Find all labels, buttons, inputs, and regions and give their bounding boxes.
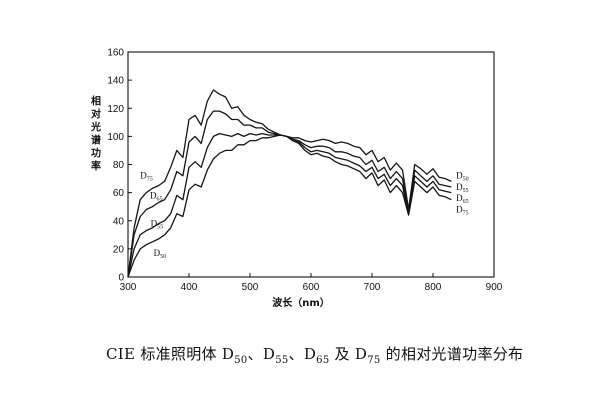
series-label-d55-left: D55 (151, 218, 164, 230)
caption-sub-75: 75 (367, 355, 381, 366)
y-tick-label: 40 (113, 216, 125, 227)
caption-sep-1: 、D (247, 345, 276, 363)
x-tick-label: 600 (303, 282, 320, 293)
y-tick-label: 20 (113, 244, 125, 255)
caption-sub-65: 65 (316, 355, 330, 366)
series-label-d75-left: D75 (140, 171, 153, 183)
series-lines (127, 89, 452, 278)
y-tick-label: 120 (107, 104, 124, 115)
series-label-d75-right: D75 (456, 204, 469, 216)
x-tick-label: 800 (425, 282, 442, 293)
x-axis-ticks: 300 400 500 600 700 800 900 (120, 273, 503, 293)
x-tick-label: 500 (242, 282, 259, 293)
x-tick-label: 700 (364, 282, 381, 293)
series-label-d50-left: D50 (154, 248, 167, 260)
x-tick-label: 300 (120, 282, 137, 293)
plot-border (127, 51, 495, 278)
y-tick-label: 100 (107, 132, 124, 143)
caption-sep-2: 、D (288, 345, 317, 363)
series-label-d65-left: D65 (150, 190, 163, 202)
series-label-d55-right: D55 (456, 182, 469, 194)
caption-sub-50: 50 (234, 355, 248, 366)
series-line-d55 (127, 132, 452, 278)
series-line-d50 (127, 134, 452, 278)
y-tick-label: 60 (113, 188, 125, 199)
y-tick-label: 160 (107, 48, 124, 59)
y-tick-label: 80 (113, 160, 125, 171)
caption-suffix: 的相对光谱功率分布 (380, 345, 524, 363)
series-label-d50-right: D50 (456, 171, 469, 183)
y-tick-label: 0 (118, 273, 124, 284)
figure-caption: CIE 标准照明体 D50、D55、D65 及 D75 的相对光谱功率分布 (106, 343, 523, 366)
series-label-d65-right: D65 (456, 193, 469, 205)
x-tick-label: 900 (486, 282, 503, 293)
x-tick-label: 400 (181, 282, 198, 293)
caption-prefix: CIE 标准照明体 D (106, 345, 235, 363)
caption-sub-55: 55 (275, 355, 289, 366)
y-tick-label: 140 (107, 76, 124, 87)
x-axis-title: 波长（nm） (272, 296, 330, 309)
y-axis-ticks: 0 20 40 60 80 100 120 140 160 (107, 48, 132, 284)
caption-sep-3: 及 D (329, 345, 368, 363)
plot-frame (127, 51, 495, 278)
y-axis-title: 相对光谱功率 (90, 95, 101, 173)
